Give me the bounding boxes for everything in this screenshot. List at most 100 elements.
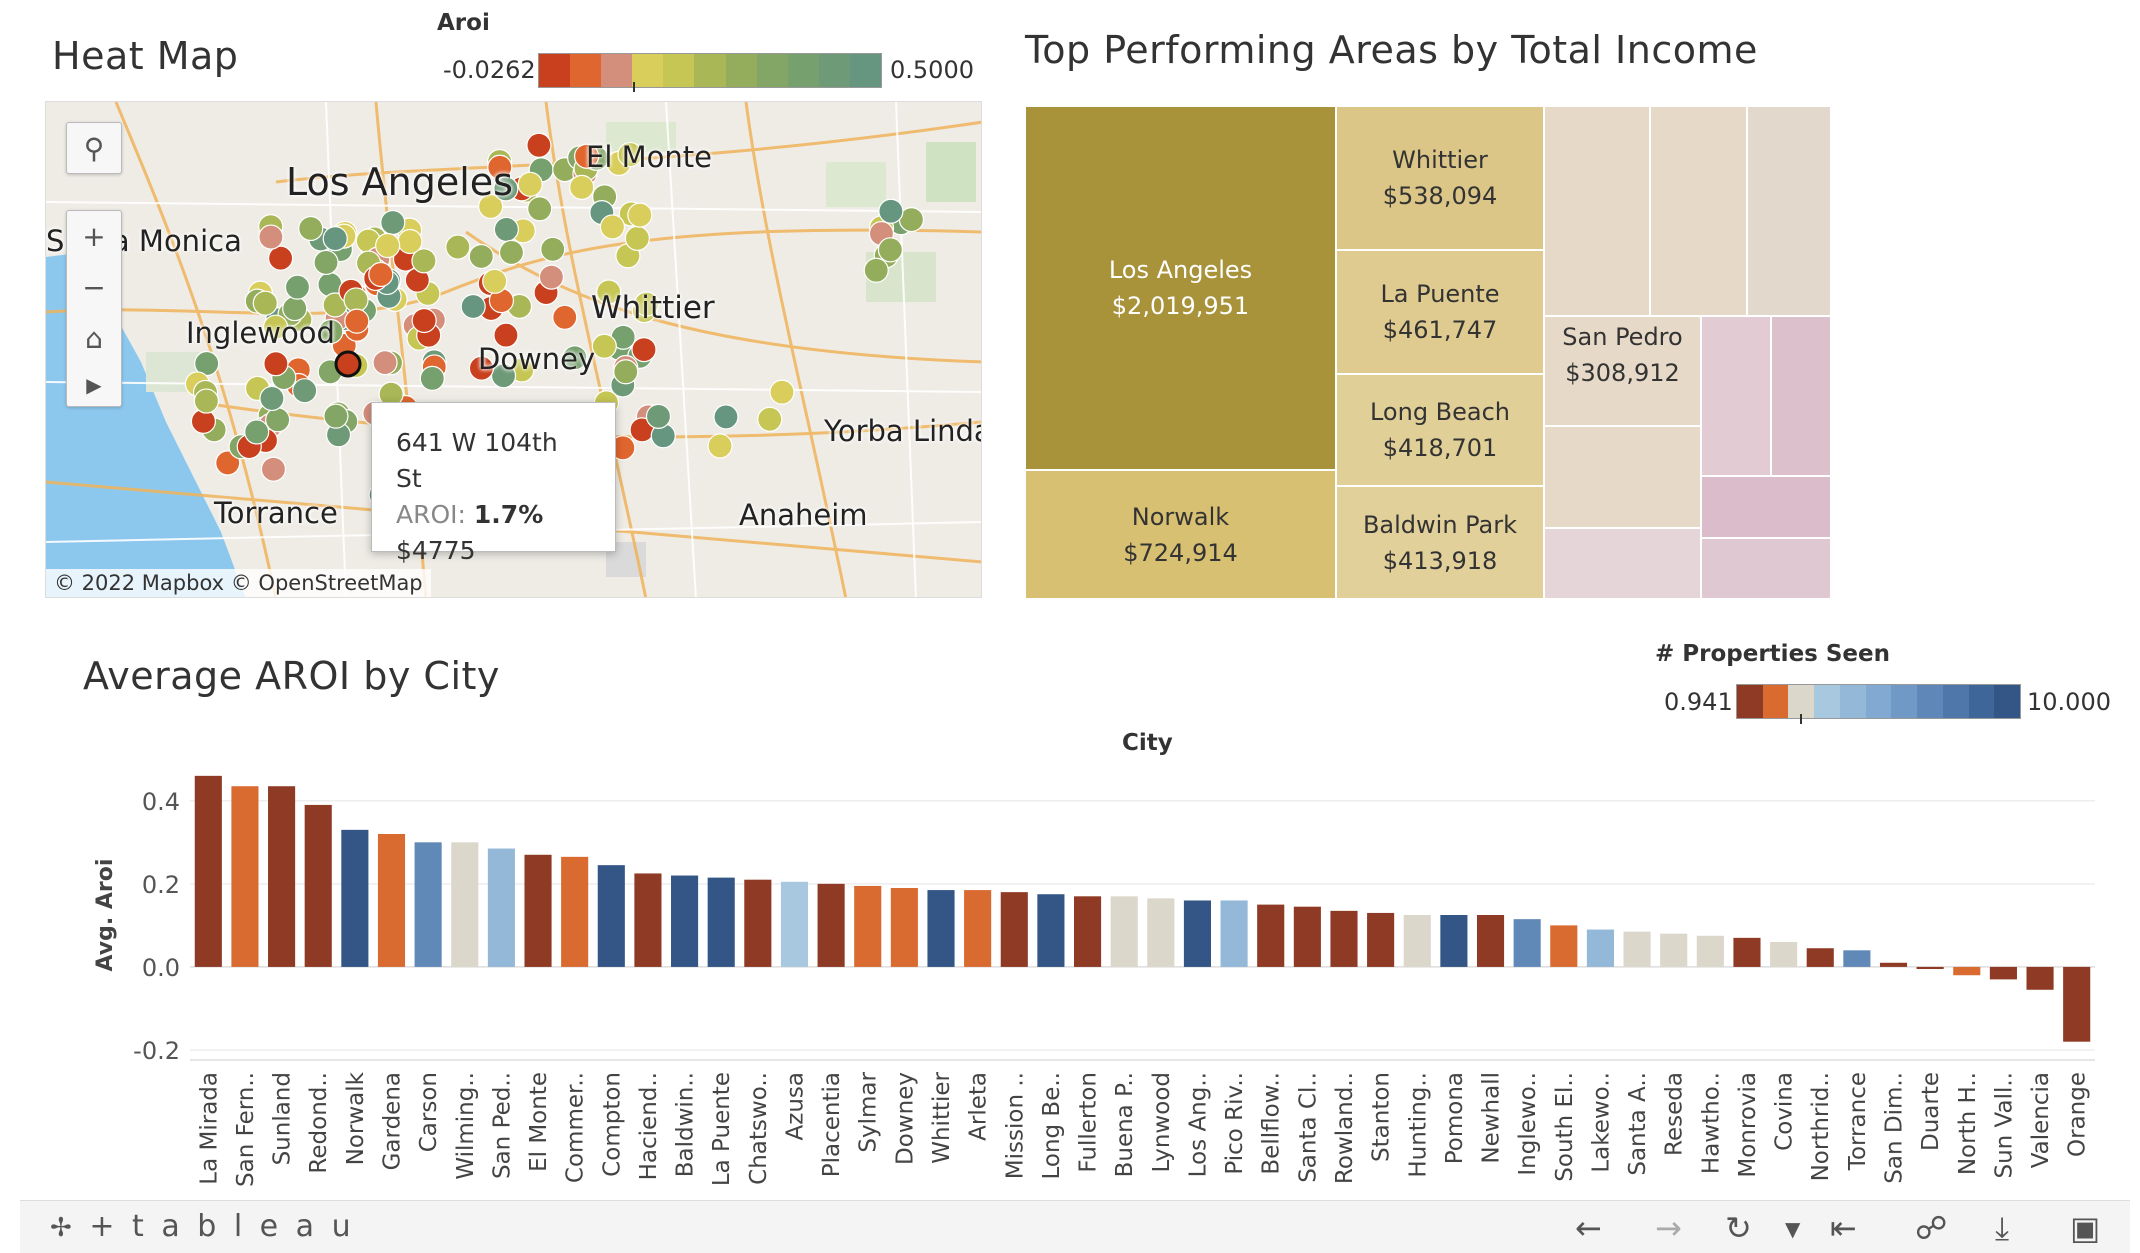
property-point[interactable] bbox=[498, 239, 525, 266]
play-icon[interactable]: ▶ bbox=[86, 373, 102, 397]
bar-9[interactable] bbox=[487, 848, 515, 967]
tableau-logo[interactable]: ✢ + t a b l e a u bbox=[50, 1209, 355, 1244]
property-point[interactable] bbox=[445, 234, 471, 260]
tile-long-beach[interactable]: Long Beach $418,701 bbox=[1336, 374, 1544, 486]
property-point[interactable] bbox=[490, 363, 517, 389]
property-point[interactable] bbox=[878, 198, 904, 224]
property-point[interactable] bbox=[552, 304, 578, 330]
property-point[interactable] bbox=[215, 450, 241, 476]
property-point[interactable] bbox=[526, 132, 552, 158]
property-point[interactable] bbox=[599, 214, 626, 240]
bar-46[interactable] bbox=[1843, 950, 1871, 967]
property-point[interactable] bbox=[633, 291, 660, 317]
property-point[interactable] bbox=[343, 287, 369, 313]
bar-23[interactable] bbox=[1000, 892, 1028, 967]
property-point[interactable] bbox=[538, 264, 565, 290]
aroi-color-legend[interactable] bbox=[538, 53, 882, 88]
property-point[interactable] bbox=[527, 196, 553, 222]
property-point[interactable] bbox=[624, 225, 650, 251]
property-point[interactable] bbox=[574, 143, 600, 169]
property-point[interactable] bbox=[318, 318, 344, 345]
property-point[interactable] bbox=[263, 314, 289, 340]
bar-44[interactable] bbox=[1770, 942, 1798, 967]
property-point[interactable] bbox=[193, 388, 219, 414]
property-point[interactable] bbox=[645, 403, 672, 429]
property-point[interactable] bbox=[259, 385, 285, 412]
tile-norwalk[interactable]: Norwalk $724,914 bbox=[1025, 470, 1336, 599]
property-point[interactable] bbox=[244, 419, 270, 445]
tile-unlabeled[interactable] bbox=[1747, 106, 1831, 316]
property-point[interactable] bbox=[863, 257, 889, 283]
property-point[interactable] bbox=[298, 215, 324, 242]
property-point[interactable] bbox=[627, 202, 653, 228]
property-point[interactable] bbox=[344, 308, 370, 334]
property-point[interactable] bbox=[569, 174, 595, 200]
property-point[interactable] bbox=[292, 378, 318, 404]
property-point[interactable] bbox=[468, 355, 495, 381]
tile-los-angeles[interactable]: Los Angeles $2,019,951 bbox=[1025, 106, 1336, 470]
bar-34[interactable] bbox=[1403, 915, 1431, 967]
bar-5[interactable] bbox=[341, 829, 369, 967]
property-point[interactable] bbox=[877, 237, 904, 263]
property-point[interactable] bbox=[591, 333, 617, 359]
bar-33[interactable] bbox=[1367, 912, 1395, 967]
bar-38[interactable] bbox=[1550, 925, 1578, 967]
property-point[interactable] bbox=[380, 209, 406, 236]
bar-50[interactable] bbox=[1989, 966, 2017, 980]
property-point[interactable] bbox=[313, 249, 339, 276]
property-point[interactable] bbox=[769, 379, 795, 405]
bar-51[interactable] bbox=[2026, 966, 2054, 990]
bar-47[interactable] bbox=[1879, 962, 1908, 967]
zoom-in-icon[interactable]: + bbox=[82, 220, 106, 253]
bar-6[interactable] bbox=[377, 834, 406, 967]
tile-whittier[interactable]: Whittier $538,094 bbox=[1336, 106, 1544, 250]
property-point[interactable] bbox=[713, 404, 739, 430]
dropdown-icon[interactable]: ▼ bbox=[1785, 1217, 1801, 1241]
tile-unlabeled[interactable] bbox=[1544, 106, 1650, 316]
property-point[interactable] bbox=[323, 403, 349, 429]
tile-unlabeled[interactable] bbox=[1701, 538, 1831, 599]
bar-29[interactable] bbox=[1220, 900, 1248, 967]
property-point[interactable] bbox=[284, 274, 311, 300]
property-point[interactable] bbox=[411, 307, 437, 334]
bar-2[interactable] bbox=[231, 786, 259, 967]
redo-icon[interactable]: → bbox=[1655, 1209, 1682, 1247]
bar-14[interactable] bbox=[671, 875, 699, 967]
bar-30[interactable] bbox=[1257, 904, 1285, 967]
map-copyright[interactable]: © 2022 Mapbox © OpenStreetMap bbox=[46, 569, 431, 597]
tile-unlabeled[interactable] bbox=[1771, 316, 1831, 476]
bar-31[interactable] bbox=[1293, 906, 1321, 967]
property-point[interactable] bbox=[397, 228, 423, 255]
bar-26[interactable] bbox=[1110, 896, 1138, 967]
revert-icon[interactable]: ↻ bbox=[1725, 1209, 1752, 1247]
bar-20[interactable] bbox=[890, 888, 918, 967]
bar-12[interactable] bbox=[597, 865, 625, 967]
selected-property-point[interactable] bbox=[334, 350, 362, 378]
bar-52[interactable] bbox=[2063, 966, 2091, 1042]
zoom-out-icon[interactable]: − bbox=[82, 271, 106, 304]
tile-unlabeled[interactable] bbox=[1544, 426, 1701, 528]
property-point[interactable] bbox=[411, 248, 437, 274]
heat-map[interactable]: Los Angeles El Monte Santa Monica Inglew… bbox=[45, 101, 982, 598]
property-point[interactable] bbox=[540, 236, 566, 262]
bar-36[interactable] bbox=[1476, 915, 1505, 967]
bar-35[interactable] bbox=[1440, 915, 1468, 967]
property-point[interactable] bbox=[267, 245, 294, 271]
bar-7[interactable] bbox=[414, 842, 442, 967]
download-icon[interactable]: ⤓ bbox=[1995, 1209, 2010, 1247]
tile-san-pedro[interactable]: San Pedro $308,912 bbox=[1544, 316, 1701, 426]
bar-49[interactable] bbox=[1953, 966, 1981, 976]
bar-25[interactable] bbox=[1073, 896, 1102, 967]
property-point[interactable] bbox=[617, 141, 643, 168]
property-point[interactable] bbox=[368, 261, 394, 288]
property-point[interactable] bbox=[562, 345, 588, 371]
property-point[interactable] bbox=[419, 365, 445, 391]
property-point[interactable] bbox=[493, 176, 519, 202]
property-point[interactable] bbox=[372, 350, 398, 376]
property-point[interactable] bbox=[258, 224, 284, 250]
property-point[interactable] bbox=[493, 322, 519, 348]
tile-la-puente[interactable]: La Puente $461,747 bbox=[1336, 250, 1544, 374]
bar-11[interactable] bbox=[561, 856, 589, 967]
tile-unlabeled[interactable] bbox=[1701, 476, 1831, 538]
property-point[interactable] bbox=[260, 456, 287, 482]
